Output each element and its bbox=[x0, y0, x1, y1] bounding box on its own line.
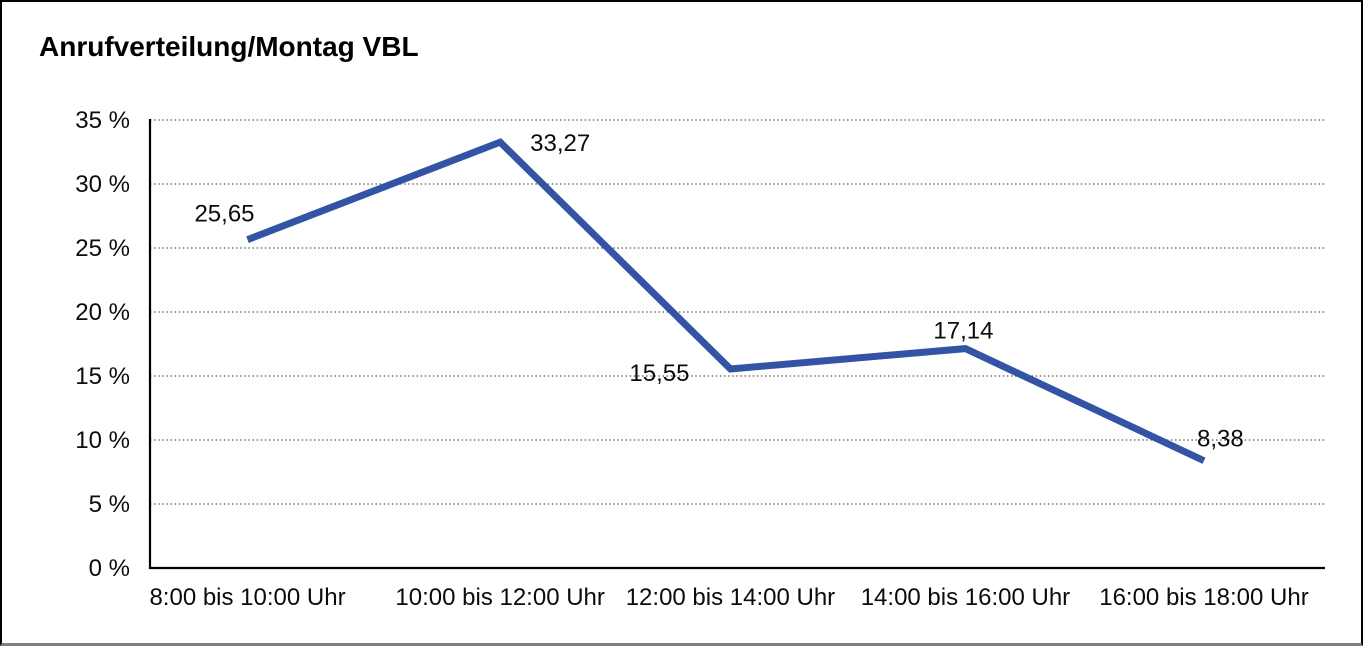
data-label: 15,55 bbox=[629, 360, 689, 387]
gridlines bbox=[150, 119, 1325, 505]
x-category-label: 8:00 bis 10:00 Uhr bbox=[149, 584, 345, 611]
x-category-label: 12:00 bis 14:00 Uhr bbox=[626, 584, 835, 611]
x-axis-labels: 8:00 bis 10:00 Uhr 10:00 bis 12:00 Uhr 12:… bbox=[149, 584, 1308, 611]
chart-title: Anrufverteilung/Montag VBL bbox=[39, 31, 419, 62]
data-labels: 25,65 33,27 15,55 17,14 8,38 bbox=[194, 130, 1243, 453]
axes bbox=[148, 119, 1325, 570]
y-tick-label: 0 % bbox=[89, 555, 130, 582]
x-category-label: 16:00 bis 18:00 Uhr bbox=[1099, 584, 1308, 611]
y-tick-label: 5 % bbox=[89, 491, 130, 518]
y-tick-label: 25 % bbox=[75, 235, 130, 262]
y-tick-label: 10 % bbox=[75, 427, 130, 454]
data-label: 8,38 bbox=[1197, 426, 1244, 453]
data-label: 17,14 bbox=[933, 318, 993, 345]
data-line bbox=[246, 138, 1206, 464]
y-tick-label: 15 % bbox=[75, 363, 130, 390]
x-category-label: 10:00 bis 12:00 Uhr bbox=[395, 584, 604, 611]
y-tick-label: 20 % bbox=[75, 299, 130, 326]
data-label: 33,27 bbox=[530, 130, 590, 157]
y-axis-labels: 0 % 5 % 10 % 15 % 20 % 25 % 30 % 35 % bbox=[75, 107, 130, 582]
y-tick-label: 30 % bbox=[75, 171, 130, 198]
data-label: 25,65 bbox=[194, 201, 254, 228]
y-tick-label: 35 % bbox=[75, 107, 130, 134]
x-category-label: 14:00 bis 16:00 Uhr bbox=[861, 584, 1070, 611]
